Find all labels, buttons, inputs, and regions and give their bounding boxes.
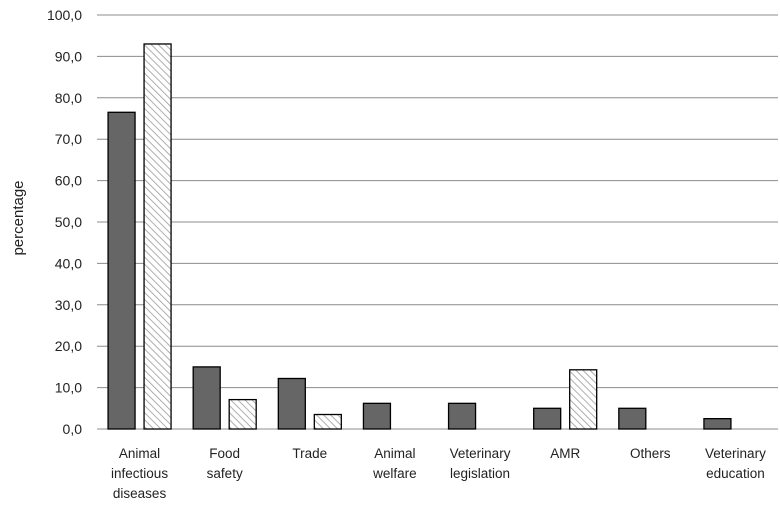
bar-series-1 [447, 402, 477, 430]
x-tick-label: Animal welfare [372, 446, 417, 481]
x-tick-label: Trade [292, 446, 327, 461]
bar-series-1 [192, 366, 221, 430]
y-tick-label: 20,0 [55, 338, 82, 354]
y-axis-label: percentage [10, 180, 27, 255]
bar-series-1 [107, 111, 136, 430]
x-tick-label: Food safety [207, 446, 243, 481]
bar-series-2 [569, 369, 598, 430]
x-tick-label: Animal infectious diseases [111, 446, 168, 501]
y-tick-label: 80,0 [55, 90, 82, 106]
bar-series-1 [703, 417, 732, 430]
y-tick-label: 70,0 [55, 131, 82, 147]
y-axis-ticks: 0,0 10,0 20,0 30,0 40,0 50,0 60,0 70,0 80,0 90,0 1… [47, 7, 82, 437]
y-tick-label: 90,0 [55, 48, 82, 64]
bar-series-2 [143, 43, 172, 430]
y-tick-label: 100,0 [47, 7, 82, 23]
y-tick-label: 60,0 [55, 173, 82, 189]
x-tick-label: Veterinary education [705, 446, 766, 481]
y-tick-label: 10,0 [55, 380, 82, 396]
bar-series-2 [228, 398, 257, 430]
bars [107, 43, 732, 430]
y-tick-label: 40,0 [55, 255, 82, 271]
y-tick-label: 0,0 [63, 421, 83, 437]
y-tick-label: 30,0 [55, 297, 82, 313]
bar-series-1 [362, 402, 392, 430]
x-axis-ticks: Animal infectious diseases Food safety Trade A… [111, 446, 766, 501]
bar-series-1 [277, 377, 306, 430]
x-tick-label: Veterinary legislation [450, 446, 511, 481]
bar-series-2 [313, 413, 342, 430]
bar-series-1 [618, 407, 647, 430]
y-tick-label: 50,0 [55, 214, 82, 230]
x-tick-label: AMR [550, 446, 580, 461]
bar-series-1 [533, 407, 562, 430]
x-tick-label: Others [630, 446, 671, 461]
